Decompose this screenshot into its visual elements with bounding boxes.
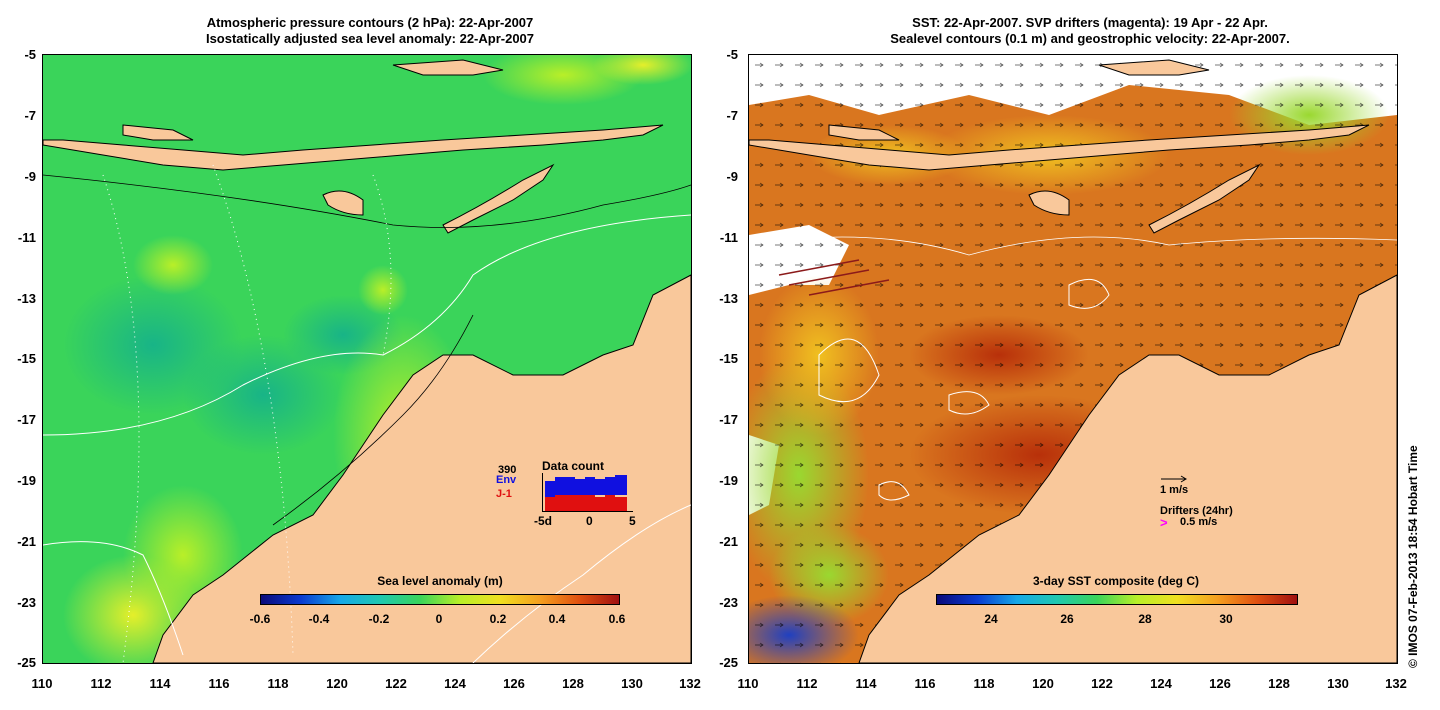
right-y-tick: -21: [719, 534, 738, 549]
imos-credit: © IMOS 07-Feb-2013 18:54 Hobart Time: [1406, 445, 1420, 668]
right-y-tick: -9: [726, 169, 738, 184]
left-y-tick: -19: [17, 473, 36, 488]
sla-colorbar-tick: 0.6: [608, 612, 626, 626]
right-y-tick: -11: [719, 230, 738, 245]
sst-map: [748, 54, 1398, 664]
right-y-tick: -13: [719, 291, 738, 306]
drifters-speed: 0.5 m/s: [1180, 516, 1218, 528]
right-x-tick: 118: [973, 676, 995, 691]
sla-colorbar-tick: -0.6: [249, 612, 271, 626]
right-y-tick: -17: [719, 412, 738, 427]
left-x-tick: 132: [679, 676, 701, 691]
right-y-tick: -25: [719, 655, 738, 670]
left-y-tick: -13: [17, 291, 36, 306]
data-count-env-label: Env: [496, 474, 517, 486]
left-title: Atmospheric pressure contours (2 hPa): 2…: [80, 15, 660, 47]
left-x-tick: 112: [90, 676, 112, 691]
sla-colorbar-tick: 0.4: [548, 612, 566, 626]
right-y-tick: -19: [719, 473, 738, 488]
right-y-tick: -23: [719, 595, 738, 610]
right-x-tick: 128: [1268, 676, 1290, 691]
left-title-line2: Isostatically adjusted sea level anomaly…: [205, 31, 535, 46]
data-count-axis-end: 5: [629, 514, 636, 528]
sst-colorbar-tick: 28: [1138, 612, 1152, 626]
drifter-marker-icon: >: [1160, 515, 1168, 530]
left-x-tick: 124: [444, 676, 466, 691]
scale-arrow-icon: [1161, 475, 1187, 483]
right-x-tick: 132: [1385, 676, 1407, 691]
left-x-tick: 120: [326, 676, 348, 691]
left-x-tick: 118: [267, 676, 289, 691]
data-count-title: Data count: [542, 459, 605, 473]
right-title-line2: Sealevel contours (0.1 m) and geostrophi…: [890, 31, 1290, 46]
right-x-tick: 124: [1150, 676, 1172, 691]
sst-colorbar-title: 3-day SST composite (deg C): [1032, 574, 1200, 588]
left-x-tick: 128: [562, 676, 584, 691]
left-title-line1: Atmospheric pressure contours (2 hPa): 2…: [206, 15, 534, 30]
sla-colorbar-title: Sea level anomaly (m): [377, 574, 503, 588]
left-x-tick: 130: [621, 676, 643, 691]
right-x-tick: 126: [1209, 676, 1231, 691]
left-y-tick: -5: [24, 47, 36, 62]
data-count-axis-mid: 0: [586, 514, 593, 528]
right-y-tick: -7: [726, 108, 738, 123]
sea-level-anomaly-map: [42, 54, 692, 664]
right-x-tick: 114: [855, 676, 877, 691]
left-y-tick: -17: [17, 412, 36, 427]
data-count-j1-label: J-1: [496, 488, 512, 500]
sla-colorbar-tick: 0.2: [489, 612, 507, 626]
left-y-tick: -25: [17, 655, 36, 670]
left-y-tick: -21: [17, 534, 36, 549]
data-count-max: 390: [498, 464, 517, 476]
data-count-bars: [542, 473, 633, 512]
sla-colorbar-tick: -0.4: [308, 612, 330, 626]
data-count-axis-start: -5d: [534, 514, 552, 528]
left-y-tick: -9: [24, 169, 36, 184]
right-x-tick: 112: [796, 676, 818, 691]
scale-arrow-label: 1 m/s: [1160, 484, 1189, 496]
sla-colorbar-tick: -0.2: [368, 612, 390, 626]
sla-colorbar-tick: 0: [435, 612, 443, 626]
left-x-tick: 110: [31, 676, 53, 691]
left-x-tick: 122: [385, 676, 407, 691]
right-title-line1: SST: 22-Apr-2007. SVP drifters (magenta)…: [912, 15, 1268, 30]
right-x-tick: 130: [1327, 676, 1349, 691]
sst-colorbar: [936, 594, 1298, 605]
left-x-tick: 126: [503, 676, 525, 691]
left-y-tick: -11: [17, 230, 36, 245]
right-x-tick: 116: [914, 676, 936, 691]
left-y-tick: -23: [17, 595, 36, 610]
right-x-tick: 110: [737, 676, 759, 691]
sst-colorbar-tick: 24: [984, 612, 998, 626]
left-y-tick: -7: [24, 108, 36, 123]
left-y-tick: -15: [17, 351, 36, 366]
right-x-tick: 122: [1091, 676, 1113, 691]
sst-colorbar-tick: 30: [1219, 612, 1233, 626]
right-y-tick: -5: [726, 47, 738, 62]
right-title: SST: 22-Apr-2007. SVP drifters (magenta)…: [760, 15, 1420, 47]
left-x-tick: 114: [149, 676, 171, 691]
right-x-tick: 120: [1032, 676, 1054, 691]
drifters-label: Drifters (24hr): [1160, 505, 1233, 517]
sla-colorbar: [260, 594, 620, 605]
right-y-tick: -15: [719, 351, 738, 366]
sst-colorbar-tick: 26: [1060, 612, 1074, 626]
left-x-tick: 116: [208, 676, 230, 691]
